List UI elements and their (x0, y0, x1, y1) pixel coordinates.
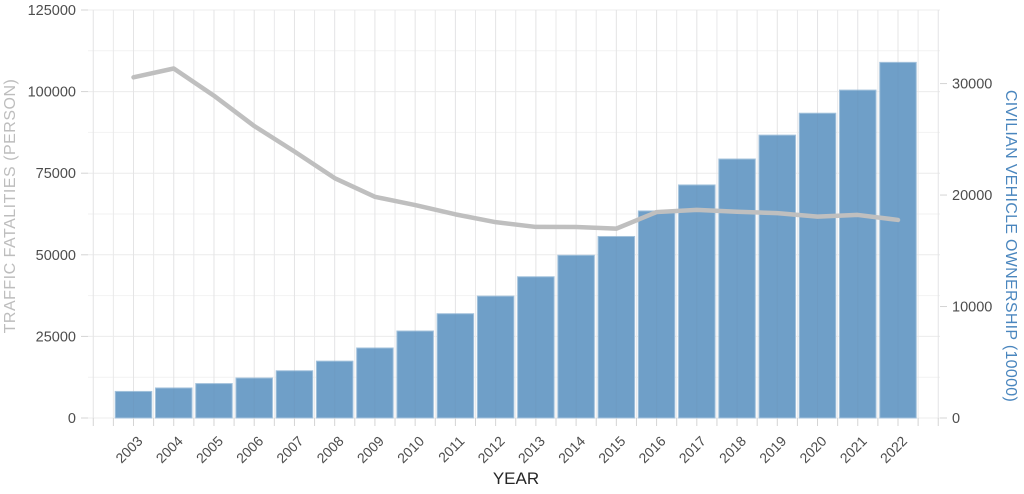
right-tick-label: 20000 (952, 188, 992, 204)
x-tick-label: 2010 (394, 433, 427, 466)
right-axis-title: CIVILIAN VEHICLE OWNERSHIP (10000) (1002, 89, 1019, 403)
x-tick-label: 2005 (193, 433, 226, 466)
x-tick-label: 2013 (515, 433, 548, 466)
x-tick-label: 2012 (474, 433, 507, 466)
x-tick-label: 2009 (354, 433, 387, 466)
x-tick-label: 2014 (555, 433, 588, 466)
x-tick-label: 2003 (112, 433, 145, 466)
right-tick-label: 30000 (952, 77, 992, 93)
x-axis-title: YEAR (492, 469, 540, 488)
right-tick-label: 0 (952, 411, 960, 427)
bar-2007 (275, 370, 314, 419)
left-axis-title: TRAFFIC FATALITIES (PERSON) (2, 78, 19, 334)
x-tick-label: 2016 (635, 433, 668, 466)
x-tick-label: 2004 (153, 433, 186, 466)
left-tick-label: 75000 (36, 166, 76, 182)
bar-2016 (637, 210, 676, 419)
fatalities-line (131, 66, 901, 231)
bar-2014 (557, 254, 595, 419)
bar-2008 (315, 360, 354, 419)
left-tick-label: 0 (68, 411, 76, 427)
x-tick-label: 2007 (273, 433, 306, 466)
bar-2012 (476, 295, 515, 419)
x-tick-label: 2022 (877, 433, 910, 466)
left-tick-label: 50000 (36, 248, 76, 264)
left-tick-label: 125000 (28, 3, 76, 19)
x-tick-label: 2017 (676, 433, 709, 466)
x-tick-label: 2019 (756, 433, 789, 466)
left-tick-label: 25000 (36, 329, 76, 345)
x-tick-label: 2006 (233, 433, 266, 466)
bar-2020 (798, 112, 837, 419)
bar-2021 (839, 89, 877, 419)
x-tick-label: 2021 (837, 433, 870, 466)
bar-2013 (517, 276, 555, 419)
bar-2017 (678, 184, 716, 419)
x-tick-label: 2015 (595, 433, 628, 466)
bar-2011 (436, 313, 475, 419)
bar-2005 (195, 383, 233, 419)
x-tick-label: 2011 (435, 433, 468, 466)
bar-2019 (758, 134, 797, 419)
bar-2004 (154, 387, 193, 419)
right-tick-label: 10000 (952, 300, 992, 316)
bar-2003 (114, 390, 153, 419)
x-tick-label: 2020 (796, 433, 829, 466)
bar-2010 (396, 330, 434, 419)
x-tick-label: 2008 (313, 433, 346, 466)
bar-2015 (597, 235, 636, 419)
x-tick-label: 2018 (716, 433, 749, 466)
left-tick-label: 100000 (28, 85, 76, 101)
